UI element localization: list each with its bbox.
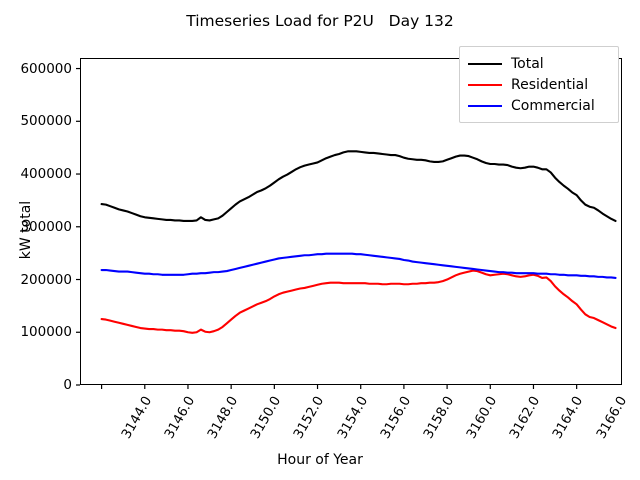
x-tick-label: 3146.0: [161, 394, 198, 442]
axis-ticks: [76, 67, 578, 389]
x-tick-label: 3152.0: [291, 394, 328, 442]
legend-label: Residential: [511, 76, 589, 93]
chart-title: Timeseries Load for P2U Day 132: [186, 12, 454, 30]
legend-label: Commercial: [511, 97, 595, 114]
legend-item: Total: [468, 53, 610, 74]
y-tick-label: 400000: [20, 166, 72, 183]
x-tick-label: 3158.0: [420, 394, 458, 442]
legend-item: Residential: [468, 74, 610, 95]
y-axis-label: kW total: [18, 200, 34, 260]
x-tick-label: 3162.0: [507, 394, 544, 442]
x-tick-label: 3164.0: [550, 394, 587, 442]
series-line-total: [100, 150, 617, 223]
legend-swatch-icon: [468, 62, 502, 65]
y-tick-label: 200000: [20, 271, 72, 288]
x-tick-label: 3160.0: [464, 394, 501, 442]
x-tick-label: 3144.0: [118, 394, 155, 442]
legend-label: Total: [511, 55, 544, 72]
legend-item: Commercial: [468, 95, 610, 116]
x-axis-label: Hour of Year: [277, 452, 363, 468]
y-tick-label: 100000: [20, 324, 72, 341]
data-series-group: [100, 150, 617, 334]
y-tick-label: 300000: [20, 218, 72, 235]
legend-swatch-icon: [468, 83, 502, 86]
y-tick-label: 0: [63, 377, 72, 393]
x-tick-label: 3154.0: [334, 394, 371, 442]
series-line-commercial: [100, 252, 617, 279]
x-tick-label: 3156.0: [377, 394, 414, 442]
y-tick-label: 500000: [20, 113, 72, 130]
legend-swatch-icon: [468, 104, 502, 107]
x-tick-label: 3150.0: [248, 394, 285, 442]
x-tick-label: 3166.0: [593, 394, 630, 442]
y-tick-label: 600000: [20, 60, 72, 77]
x-tick-label: 3148.0: [205, 394, 242, 442]
series-line-residential: [100, 269, 617, 334]
chart-legend: Total Residential Commercial: [459, 46, 619, 123]
